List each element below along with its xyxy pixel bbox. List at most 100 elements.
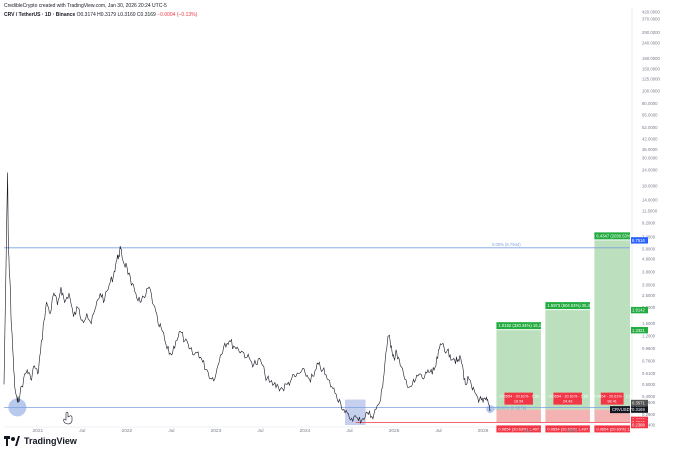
risk-label-2-line-2: 24.43 [563, 400, 573, 404]
support-line-label: 100.00% (0.3279) [493, 405, 527, 410]
y-tick-9: 80.0000 [642, 101, 658, 106]
y-tick-32: 0.5000 [642, 382, 656, 387]
price-tag-4: 0.3571 [632, 401, 645, 406]
price-tag-box-9 [631, 421, 648, 429]
profit-label-box-2 [545, 302, 590, 310]
y-tick-26: 2.0000 [642, 305, 656, 310]
y-tick-4: 240.0000 [642, 40, 661, 45]
y-tick-14: 30.0000 [642, 155, 658, 160]
y-tick-1: 420.0000 [642, 9, 661, 14]
y-tick-31: 0.6100 [642, 371, 656, 376]
risk-label-1-line-2: 18.54 [514, 400, 524, 404]
price-tag-3: 1.3321 [632, 328, 645, 333]
y-tick-27: 1.5000 [642, 321, 656, 326]
price-line [3, 172, 491, 424]
chart-credit: CredibleCrypto created with TradingView.… [4, 3, 167, 9]
x-tick-11: 2026 [478, 428, 489, 434]
x-tick-6: Jul [257, 428, 263, 434]
y-tick-5: 180.0000 [642, 56, 661, 61]
price-tag-9: 0.2398 [632, 423, 645, 428]
x-tick-1: 2021 [33, 428, 44, 434]
symbol-info: CRV / TetherUS · 1D · Binance O0.3174 H0… [4, 12, 197, 18]
loss-zone-2 [545, 409, 590, 423]
risk-label-2-line-1: −0.0654 · 20.61% · 1.55 [547, 395, 588, 399]
cursor-hand-icon [63, 411, 73, 425]
y-tick-13: 35.0000 [642, 147, 658, 152]
price-tag-1: 6.7516 [632, 238, 645, 243]
profit-label-2: 1.5973 (504.04%) 25,408 533.32 [547, 303, 609, 308]
loss-zone-1 [496, 409, 541, 423]
profit-zone-3 [594, 240, 630, 410]
y-tick-33: 0.4000 [642, 394, 656, 399]
risk-label-3-line-2: 98.41 [607, 400, 617, 404]
loss-label-box-3 [594, 425, 630, 433]
x-tick-4: Jul [168, 428, 174, 434]
profit-label-3: 6.4347 (2030.53%) 102,371 1,031.81 [596, 233, 666, 238]
x-tick-5: 2023 [211, 428, 222, 434]
y-tick-15: 24.0000 [642, 168, 658, 173]
current-price-tag-box [610, 406, 630, 414]
y-tick-28: 1.2000 [642, 333, 656, 338]
risk-label-3-line-1: −0.0654 · 20.61% · 1.55 [592, 395, 633, 399]
y-tick-7: 125.0000 [642, 76, 661, 81]
y-tick-11: 52.0000 [642, 125, 658, 130]
y-tick-17: 14.0000 [642, 198, 658, 203]
profit-label-1: 1.0152 (320.34%) 16,137 370.34 [498, 323, 560, 328]
price-change: −0.0004 (−0.13%) [157, 12, 198, 18]
y-tick-30: 0.7600 [642, 359, 656, 364]
risk-label-box-2 [553, 392, 582, 405]
x-tick-2: Jul [79, 428, 85, 434]
y-tick-8: 100.0000 [642, 89, 661, 94]
price-tag-box-4 [631, 399, 648, 407]
y-tick-20: 7.2000 [642, 234, 656, 239]
y-tick-19: 9.2000 [642, 221, 656, 226]
risk-label-box-3 [600, 392, 624, 405]
y-tick-18: 11.5000 [642, 208, 658, 213]
tradingview-brand: TradingView [4, 436, 77, 446]
y-tick-12: 42.0000 [642, 137, 658, 142]
y-tick-3: 290.0000 [642, 30, 661, 35]
risk-label-1-line-1: −0.0654 · 20.61% · 1.55 [498, 395, 539, 399]
target-line-label: 0.00% (6.7944) [492, 242, 521, 247]
price-tag-box-3 [631, 326, 648, 334]
y-tick-10: 65.0000 [642, 113, 658, 118]
brand-name: TradingView [24, 436, 77, 446]
price-tag-box-1 [631, 237, 648, 244]
current-price-tag: CRVUSDT [612, 407, 633, 412]
x-tick-13: 2027 [567, 428, 578, 434]
loss-label-box-2 [545, 425, 590, 433]
loss-label-1: 0.0654 (20.63%) 1,497.3 · 4.7 [498, 426, 552, 431]
tradingview-logo-icon [4, 436, 20, 446]
profit-label-box-1 [496, 322, 541, 330]
x-tick-10: Jul [435, 428, 441, 434]
accumulation-zone [345, 399, 366, 425]
y-tick-21: 5.8000 [642, 246, 656, 251]
y-tick-34: 0.3600 [642, 400, 656, 405]
y-tick-35: 0.2900 [642, 412, 656, 417]
symbol-name[interactable]: CRV / TetherUS · 1D · Binance [4, 12, 76, 18]
y-tick-6: 150.0000 [642, 66, 661, 71]
x-tick-3: 2022 [122, 428, 133, 434]
loss-label-2: 0.0654 (20.63%) 1,497.3 · 4.7 [547, 426, 601, 431]
risk-label-box-1 [504, 392, 533, 405]
x-tick-7: 2024 [300, 428, 311, 434]
price-tag-box-2 [631, 306, 648, 314]
price-tag-6: 0.3169 [632, 407, 645, 412]
loss-label-box-1 [496, 425, 541, 433]
y-tick-25: 2.5000 [642, 293, 656, 298]
y-tick-24: 3.0000 [642, 283, 656, 288]
loss-label-3: 0.0654 (20.63%) 1,497.3 · 4.7 [596, 426, 650, 431]
price-tag-box-6 [631, 406, 648, 413]
x-tick-8: Jul [346, 428, 352, 434]
x-tick-12: Jul [525, 428, 531, 434]
y-tick-23: 3.8000 [642, 270, 656, 275]
price-tag-2: 1.9142 [632, 308, 645, 313]
profit-label-box-3 [594, 232, 630, 240]
y-tick-16: 18.0000 [642, 184, 658, 189]
y-tick-2: 370.0000 [642, 16, 661, 21]
bottom-marker-1 [8, 398, 27, 417]
ohlc-values: O0.3174 H0.3179 L0.3160 C0.3169 [76, 12, 156, 18]
y-tick-36: 0.2400 [642, 423, 656, 428]
y-tick-22: 4.8000 [642, 257, 656, 262]
